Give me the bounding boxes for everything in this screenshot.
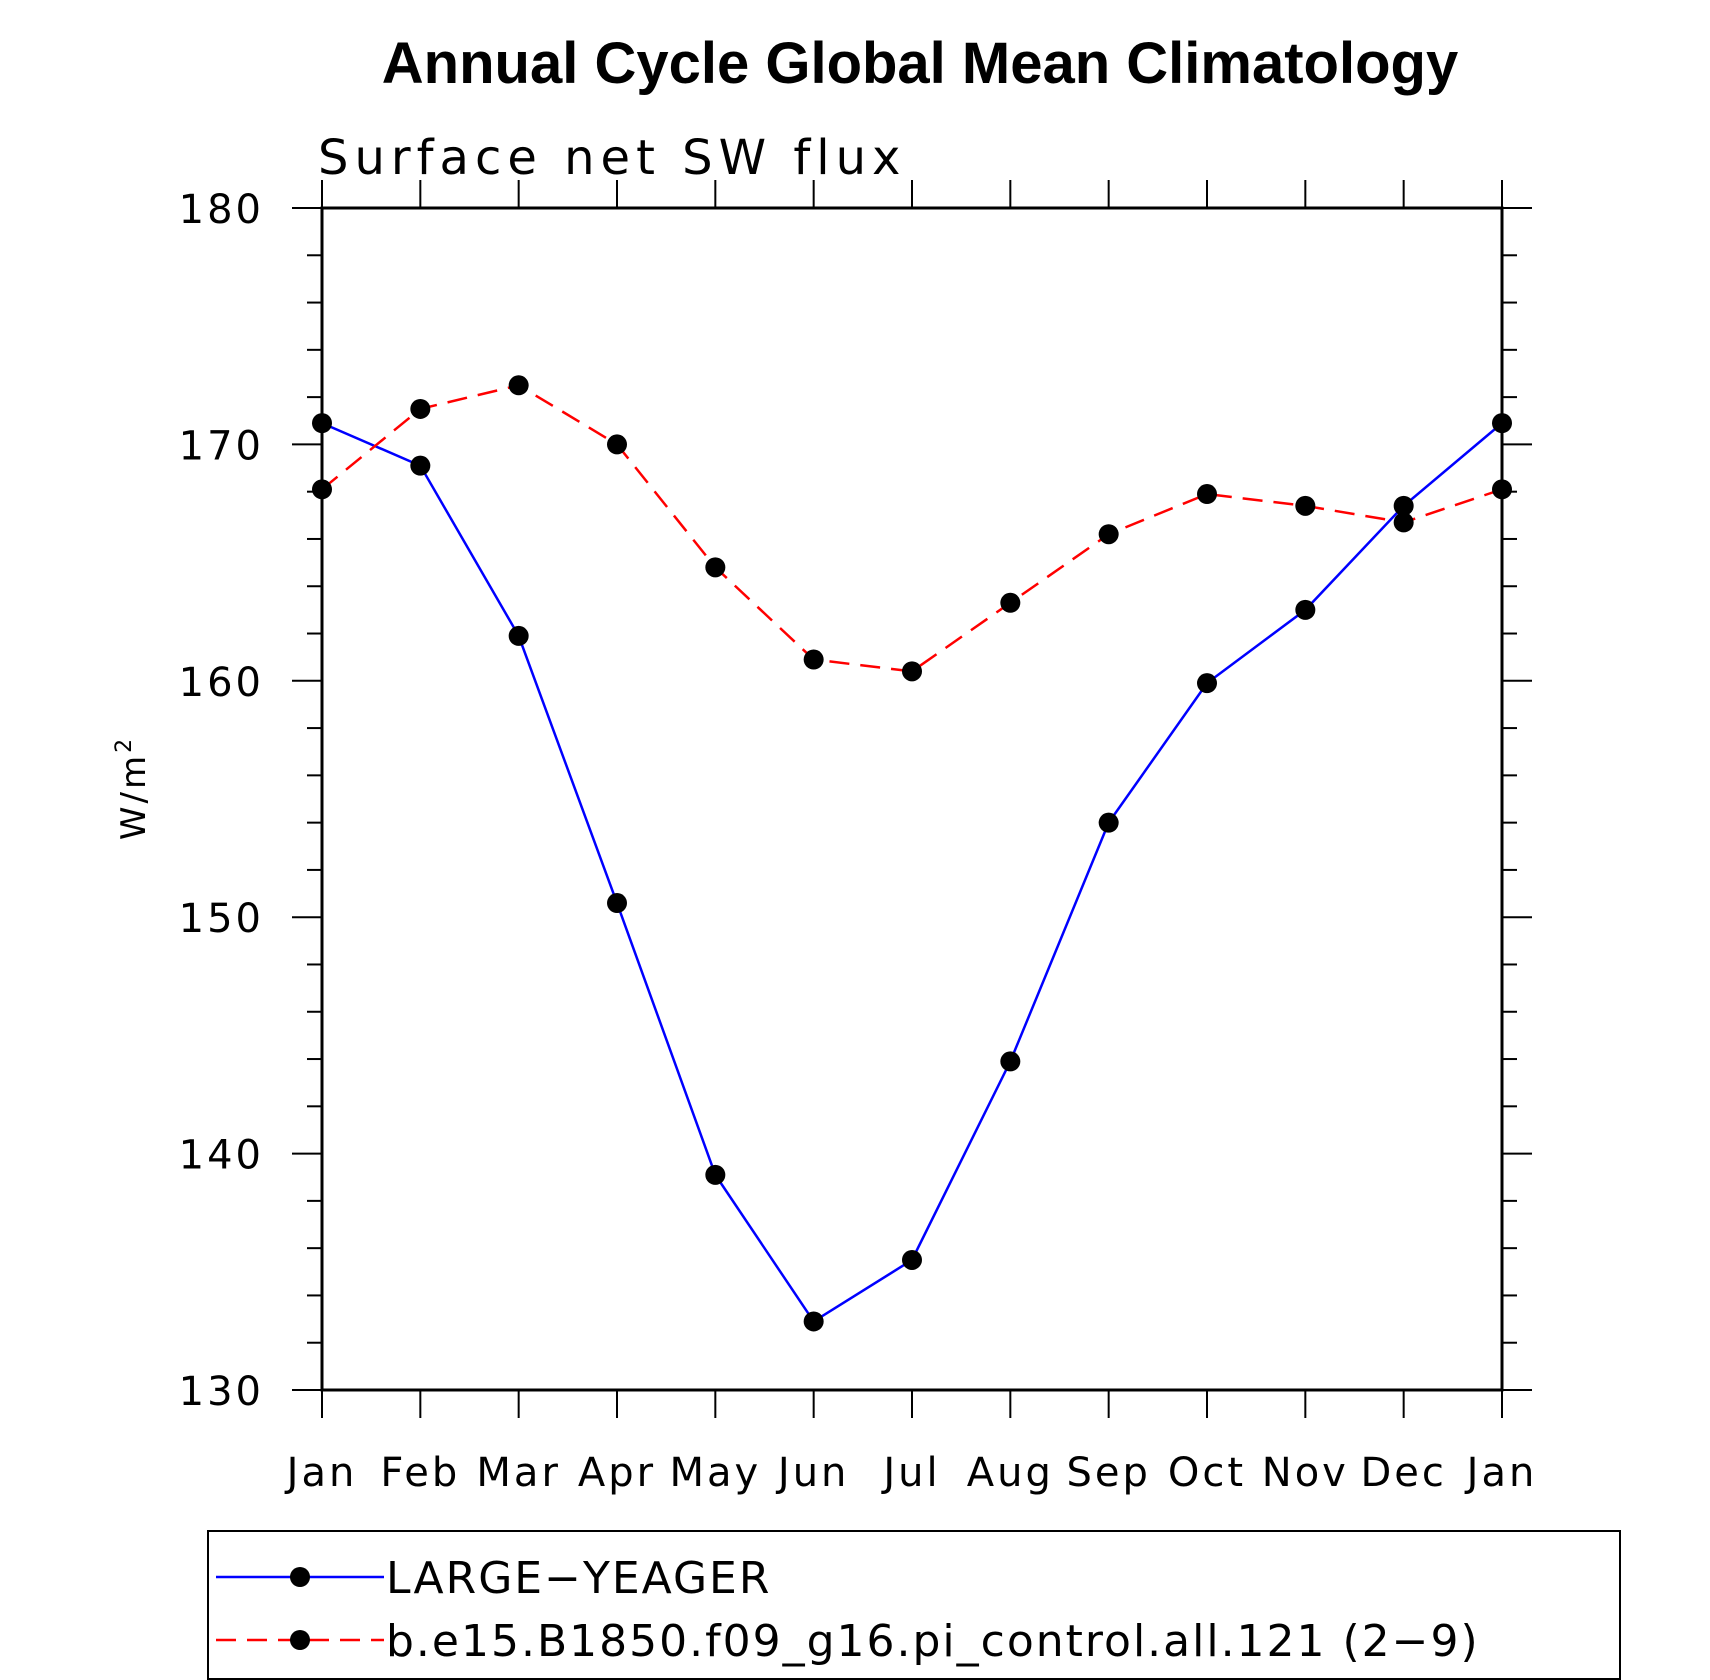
plot-border <box>320 206 1504 1392</box>
x-tick-label: Feb <box>380 1450 460 1496</box>
data-point <box>312 479 332 500</box>
x-tick-label: Jun <box>775 1450 850 1496</box>
data-point <box>1393 495 1414 516</box>
data-point <box>607 893 627 914</box>
x-tick-label: Nov <box>1262 1450 1349 1496</box>
data-point <box>1295 495 1316 516</box>
data-point <box>508 375 529 396</box>
x-tick-label: Dec <box>1360 1450 1446 1496</box>
data-point <box>312 413 332 434</box>
data-point <box>410 455 431 476</box>
legend-marker <box>290 1567 310 1587</box>
legend: LARGE−YEAGER b.e15.B1850.f09_g16.pi_contr… <box>207 1530 1621 1680</box>
data-point <box>705 1164 726 1185</box>
data-point <box>705 557 726 578</box>
data-point <box>1197 673 1217 694</box>
series-line <box>321 383 1503 673</box>
y-tick-label: 170 <box>179 423 264 469</box>
x-tick-label: Jul <box>880 1450 940 1496</box>
x-tick-label: Apr <box>578 1450 656 1496</box>
chart-subtitle: Surface net SW flux <box>318 130 906 186</box>
data-point <box>803 1311 824 1332</box>
series-2 <box>312 375 1512 682</box>
x-tick-label: Aug <box>967 1450 1054 1496</box>
x-tick-label: Jan <box>284 1450 358 1496</box>
legend-box <box>207 1530 1621 1680</box>
x-tick-label: Jan <box>1464 1450 1538 1496</box>
x-tick-label: Sep <box>1066 1450 1150 1496</box>
plot-frame <box>320 206 1504 1392</box>
x-tick-label: May <box>669 1450 761 1496</box>
y-tick-label: 140 <box>179 1133 264 1179</box>
series-1 <box>312 413 1512 1332</box>
y-tick-label: 160 <box>179 660 264 706</box>
data-point <box>410 398 431 419</box>
data-point <box>902 661 922 682</box>
data-point <box>1197 484 1217 505</box>
legend-marker <box>290 1630 310 1650</box>
data-point <box>1000 1051 1021 1072</box>
x-tick-label: Mar <box>476 1450 560 1496</box>
y-axis-ticks: 130 140 150 160 170 180 <box>179 187 1532 1415</box>
series-layer <box>312 375 1512 1332</box>
legend-label: LARGE−YEAGER <box>386 1553 771 1604</box>
series-line <box>321 421 1503 1324</box>
y-tick-label: 150 <box>179 896 264 942</box>
y-tick-label: 180 <box>179 187 264 233</box>
data-point <box>1492 413 1512 434</box>
data-point <box>803 649 824 670</box>
legend-label: b.e15.B1850.f09_g16.pi_control.all.121 (… <box>386 1616 1480 1667</box>
data-point <box>902 1249 922 1270</box>
x-tick-label: Oct <box>1168 1450 1246 1496</box>
x-axis-ticks: Jan Feb Mar Apr May Jun Jul Aug Sep Oct Nov Dec Jan <box>284 180 1538 1496</box>
y-axis-label-text: W/m <box>114 753 154 840</box>
data-point <box>1000 592 1021 613</box>
data-point <box>1492 479 1512 500</box>
svg-text:W/m2: W/m2 <box>112 736 154 840</box>
y-axis-label: W/m2 <box>112 736 154 840</box>
chart-title: Annual Cycle Global Mean Climatology <box>382 31 1458 96</box>
y-axis-label-superscript: 2 <box>112 736 137 753</box>
data-point <box>1098 812 1119 833</box>
y-tick-label: 130 <box>179 1369 264 1415</box>
data-point <box>508 625 529 646</box>
data-point <box>607 434 627 455</box>
data-point <box>1393 512 1414 533</box>
data-point <box>1295 599 1316 620</box>
data-point <box>1098 524 1119 545</box>
